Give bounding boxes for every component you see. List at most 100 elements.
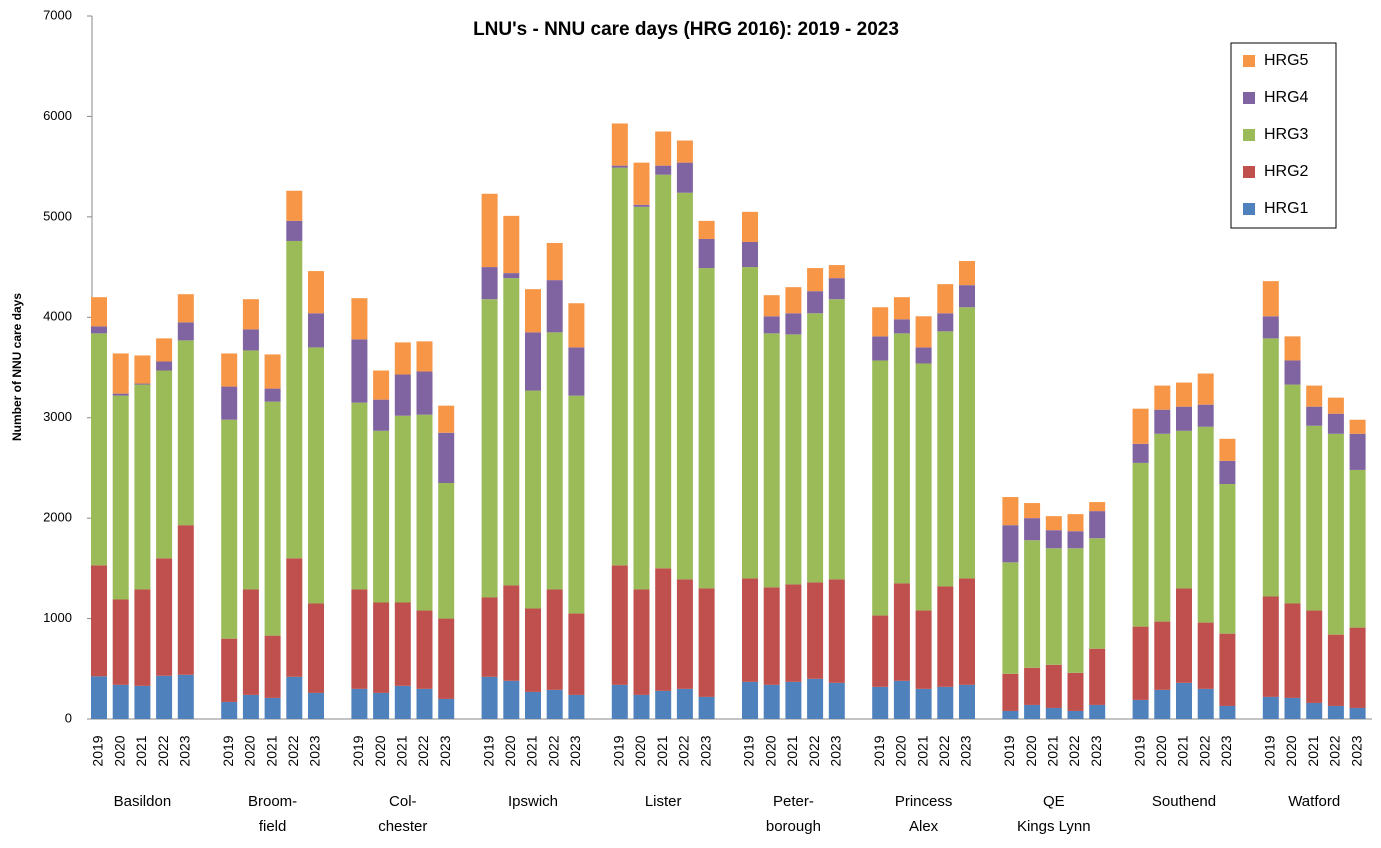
x-tick-label: 2023: [1218, 735, 1234, 766]
legend-swatch: [1243, 92, 1255, 104]
bar-segment: [177, 294, 194, 323]
bar-segment: [286, 676, 303, 719]
bar-segment: [546, 689, 563, 719]
x-tick-label: 2019: [480, 735, 496, 766]
bar-segment: [828, 299, 845, 580]
bar-segment: [568, 613, 585, 695]
bar-segment: [1327, 397, 1344, 414]
bar-segment: [286, 190, 303, 221]
bar-segment: [937, 284, 954, 314]
bar-segment: [1045, 707, 1062, 719]
bar-segment: [221, 419, 238, 639]
bar-segment: [242, 350, 259, 590]
x-tick-label: 2022: [1196, 735, 1212, 766]
bar-segment: [655, 690, 672, 719]
bar-segment: [807, 313, 824, 583]
bar-segment: [1045, 664, 1062, 708]
bar-segment: [242, 589, 259, 695]
bar-segment: [959, 578, 975, 685]
bar-segment: [937, 331, 954, 587]
bar-segment: [698, 696, 715, 719]
bar-segment: [633, 589, 650, 695]
bar-segment: [1284, 336, 1301, 361]
bar-segment: [1024, 540, 1041, 668]
bar-segment: [373, 430, 390, 603]
bar-segment: [351, 589, 368, 689]
bar-segment: [959, 684, 975, 719]
y-axis-title: Number of NNU care days: [10, 293, 24, 441]
bar-segment: [742, 267, 758, 579]
bar-segment: [1327, 705, 1344, 719]
x-tick-label: 2020: [242, 735, 258, 766]
bar-segment: [373, 692, 390, 719]
bar-segment: [893, 583, 910, 681]
x-tick-label: 2022: [676, 735, 692, 766]
bar-segment: [1002, 525, 1019, 563]
bar-segment: [112, 395, 129, 600]
bar-segment: [872, 336, 889, 361]
bar-segment: [915, 610, 932, 689]
bar-segment: [91, 326, 107, 334]
x-tick-label: 2023: [177, 735, 193, 766]
bar-segment: [481, 676, 498, 719]
bar-segment: [1284, 360, 1301, 385]
bar-segment: [156, 675, 173, 719]
bar-segment: [503, 215, 520, 274]
x-tick-label: 2019: [90, 735, 106, 766]
bar-segment: [676, 688, 693, 719]
bar-segment: [1306, 702, 1323, 719]
x-tick-label: 2023: [567, 735, 583, 766]
x-tick-label: 2022: [806, 735, 822, 766]
bar-segment: [959, 285, 975, 308]
x-tick-label: 2023: [307, 735, 323, 766]
bar-segment: [1219, 705, 1236, 719]
bar-segment: [655, 568, 672, 691]
bar-segment: [1024, 503, 1041, 519]
bar-segment: [134, 589, 151, 686]
bar-segment: [308, 347, 324, 604]
bar-segment: [742, 211, 758, 242]
bar-segment: [937, 586, 954, 687]
y-tick-label: 4000: [43, 309, 72, 324]
bar-segment: [481, 597, 498, 677]
bar-segment: [416, 414, 433, 611]
legend-swatch: [1243, 166, 1255, 178]
y-tick-label: 1000: [43, 610, 72, 625]
x-tick-label: 2019: [220, 735, 236, 766]
bar-segment: [1154, 409, 1171, 434]
bar-segment: [546, 332, 563, 590]
bar-segment: [308, 603, 324, 693]
bar-segment: [416, 371, 433, 415]
bar-segment: [1327, 433, 1344, 635]
bar-segment: [915, 347, 932, 364]
bar-segment: [503, 585, 520, 681]
bar-segment: [611, 123, 628, 166]
bar-segment: [1262, 281, 1279, 317]
bar-segment: [872, 686, 889, 719]
bar-segment: [1284, 603, 1301, 698]
group-label: Princess: [895, 793, 953, 810]
bar-segment: [568, 395, 585, 614]
legend-label: HRG1: [1264, 200, 1309, 217]
x-tick-label: 2023: [1088, 735, 1104, 766]
bar-segment: [828, 579, 845, 683]
bar-segment: [134, 685, 151, 719]
x-tick-label: 2021: [1045, 735, 1061, 766]
bar-segment: [525, 390, 541, 609]
bar-segment: [1284, 697, 1301, 719]
x-tick-label: 2021: [524, 735, 540, 766]
bar-segment: [1067, 548, 1084, 673]
bar-segment: [1154, 433, 1171, 622]
bar-segment: [1262, 596, 1279, 697]
bar-segment: [937, 313, 954, 332]
bar-segment: [481, 299, 498, 598]
bar-segment: [438, 618, 455, 699]
bar-segment: [1349, 469, 1366, 628]
bar-segment: [742, 578, 758, 682]
bar-segment: [242, 299, 259, 330]
group-label: Basildon: [114, 793, 172, 810]
legend-label: HRG5: [1264, 52, 1309, 69]
x-tick-label: 2022: [285, 735, 301, 766]
bar-segment: [568, 694, 585, 719]
